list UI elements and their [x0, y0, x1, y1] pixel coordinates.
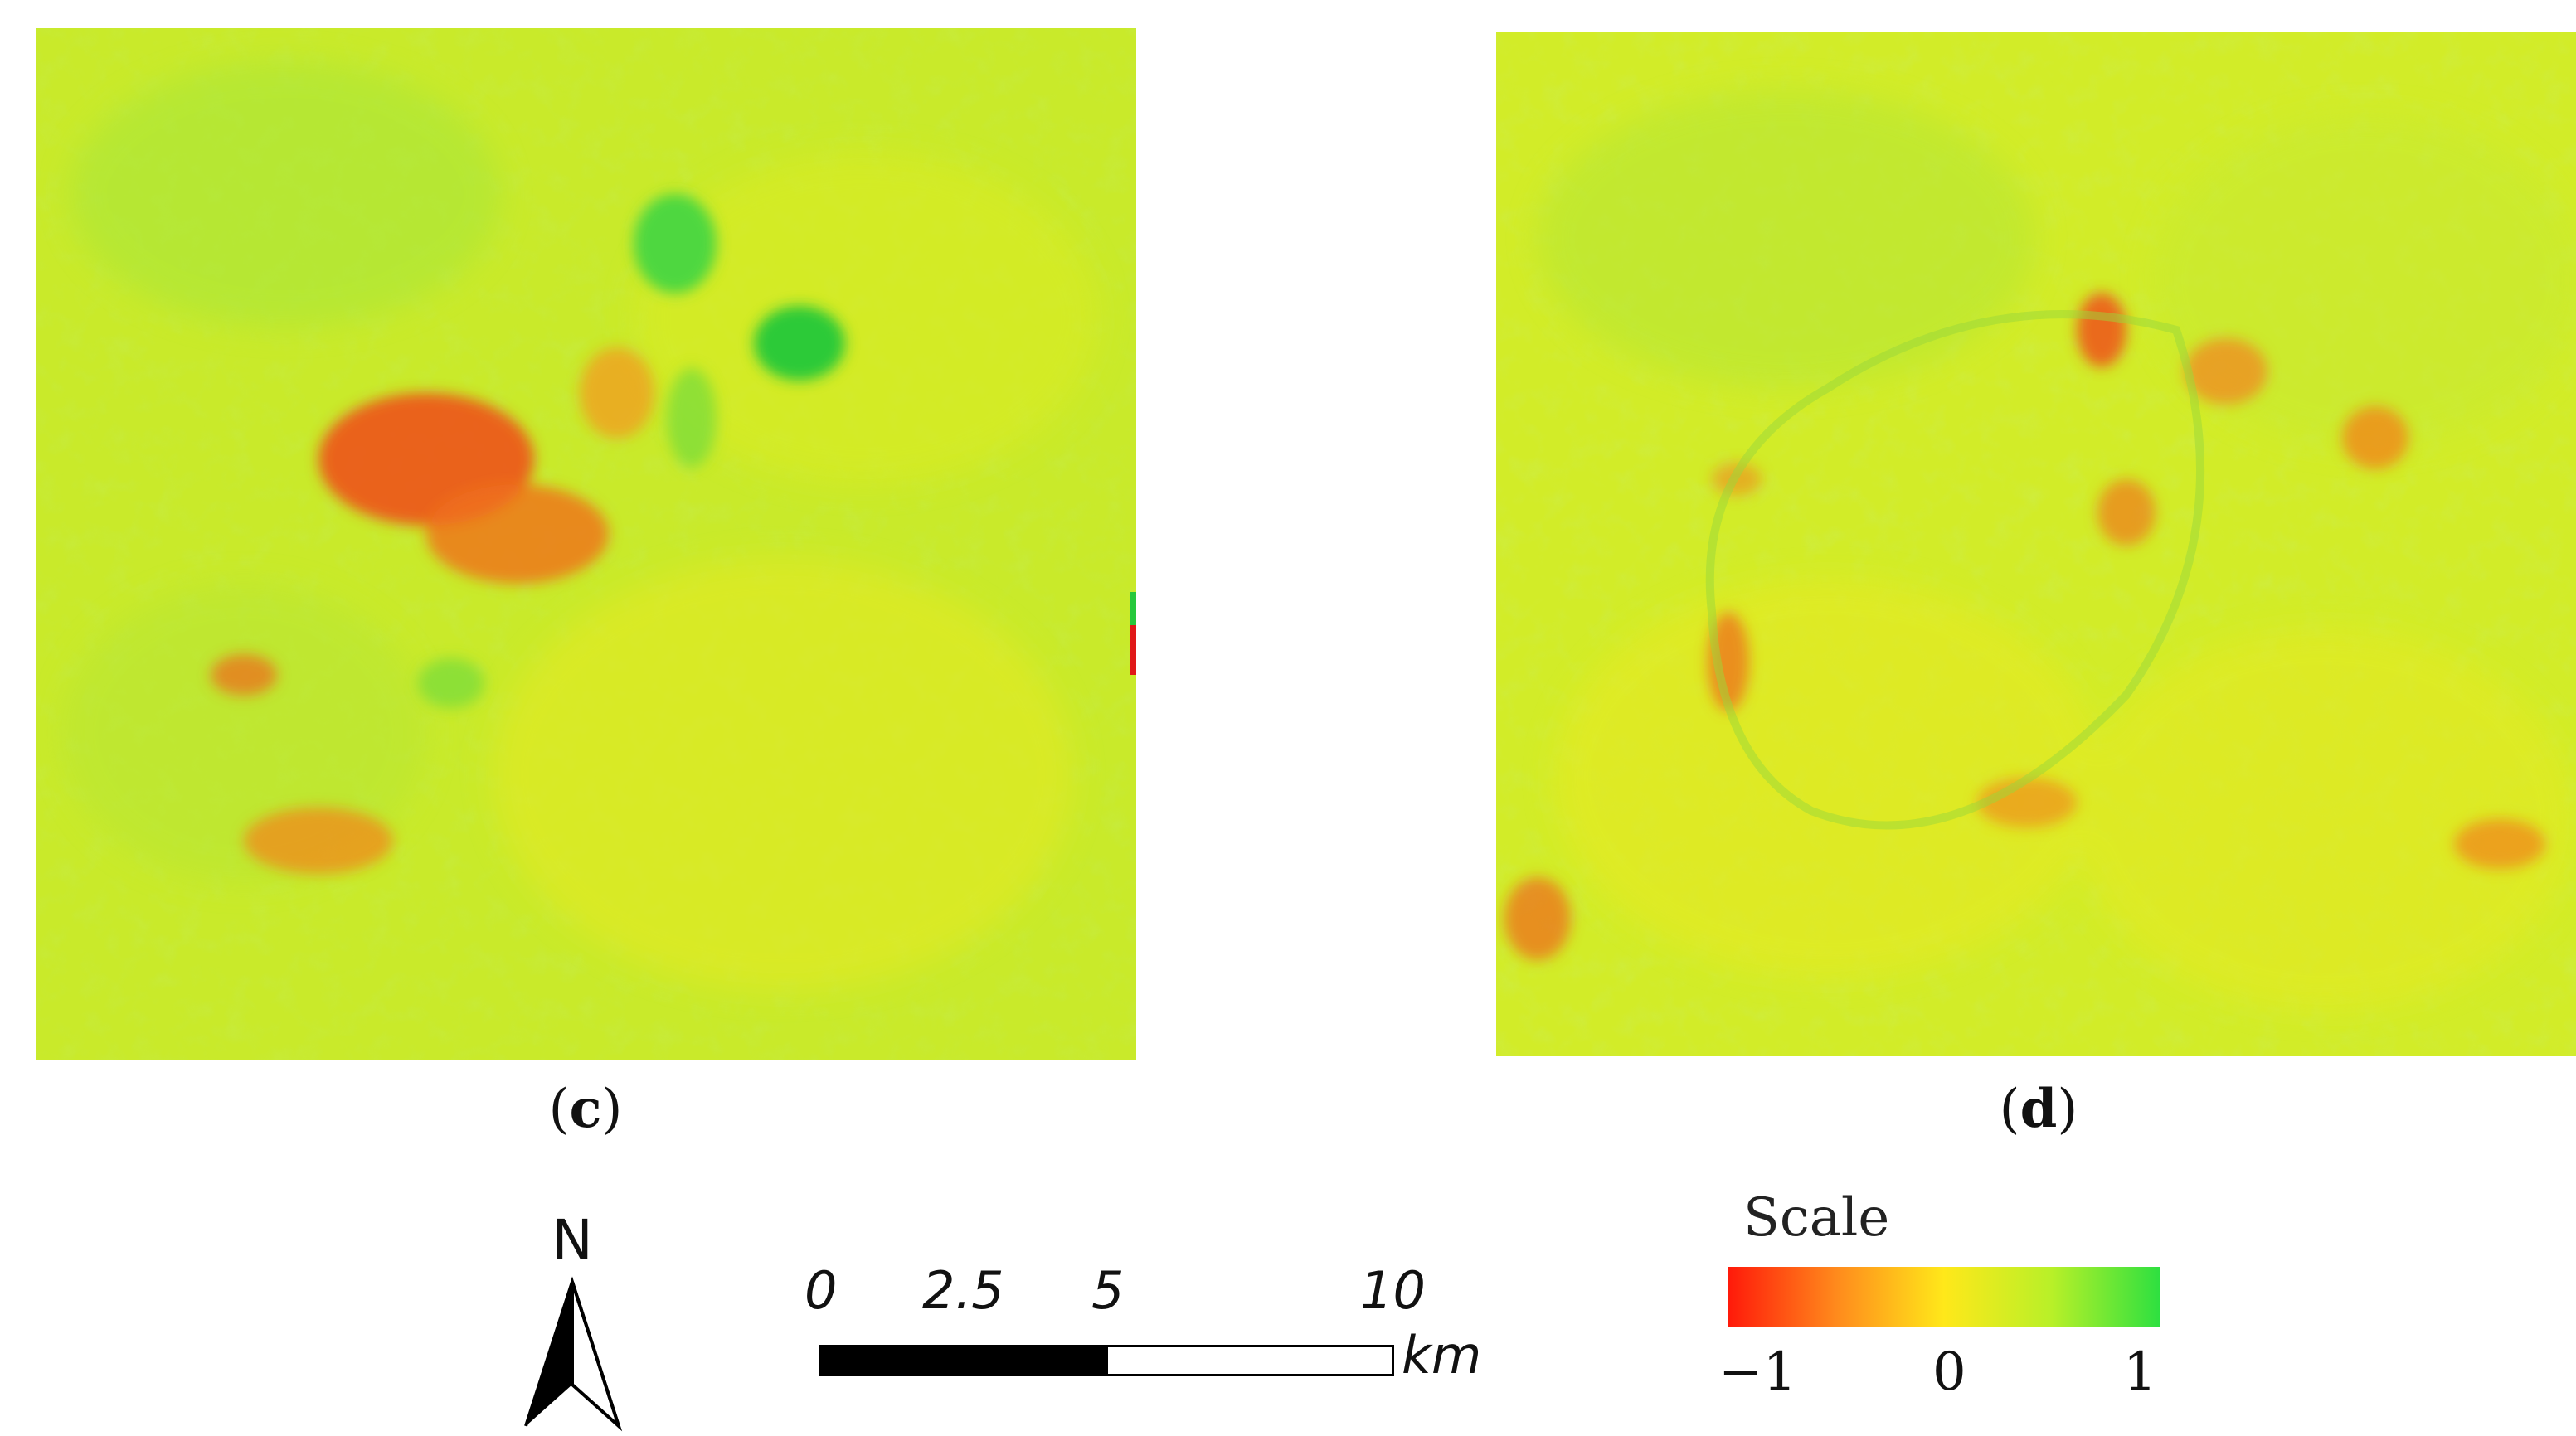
north-letter: N: [552, 1209, 592, 1272]
map-d-raster: [1496, 32, 2576, 1056]
legend-title: Scale: [1743, 1187, 1890, 1249]
scale-unit: km: [1402, 1325, 1482, 1385]
scale-bar-white-segment: [1106, 1345, 1394, 1376]
legend-color-ramp: [1728, 1267, 2160, 1327]
legend-min-label: −1: [1718, 1341, 1797, 1403]
map-panel-d: [1496, 32, 2576, 1056]
scale-tick-0: 0: [804, 1260, 838, 1321]
color-legend: Scale −1 0 1: [1708, 1177, 2173, 1426]
legend-max-label: 1: [2123, 1341, 2157, 1403]
scale-tick-5: 5: [1091, 1260, 1125, 1321]
north-arrow-icon: N: [514, 1208, 630, 1433]
scale-bar-black-segment: [819, 1345, 1108, 1376]
scale-tick-10: 10: [1360, 1260, 1426, 1321]
panel-label-c-letter: c: [569, 1078, 602, 1140]
panel-label-d: (d): [1999, 1078, 2078, 1140]
panel-label-d-letter: d: [2019, 1078, 2058, 1140]
scale-bar: 0 2.5 5 10 km: [780, 1260, 1526, 1418]
map-c-raster: [36, 28, 1136, 1060]
map-panel-c: [36, 28, 1136, 1060]
legend-mid-label: 0: [1932, 1341, 1966, 1403]
panel-label-c: (c): [548, 1078, 623, 1140]
scale-tick-2-5: 2.5: [922, 1260, 1004, 1321]
